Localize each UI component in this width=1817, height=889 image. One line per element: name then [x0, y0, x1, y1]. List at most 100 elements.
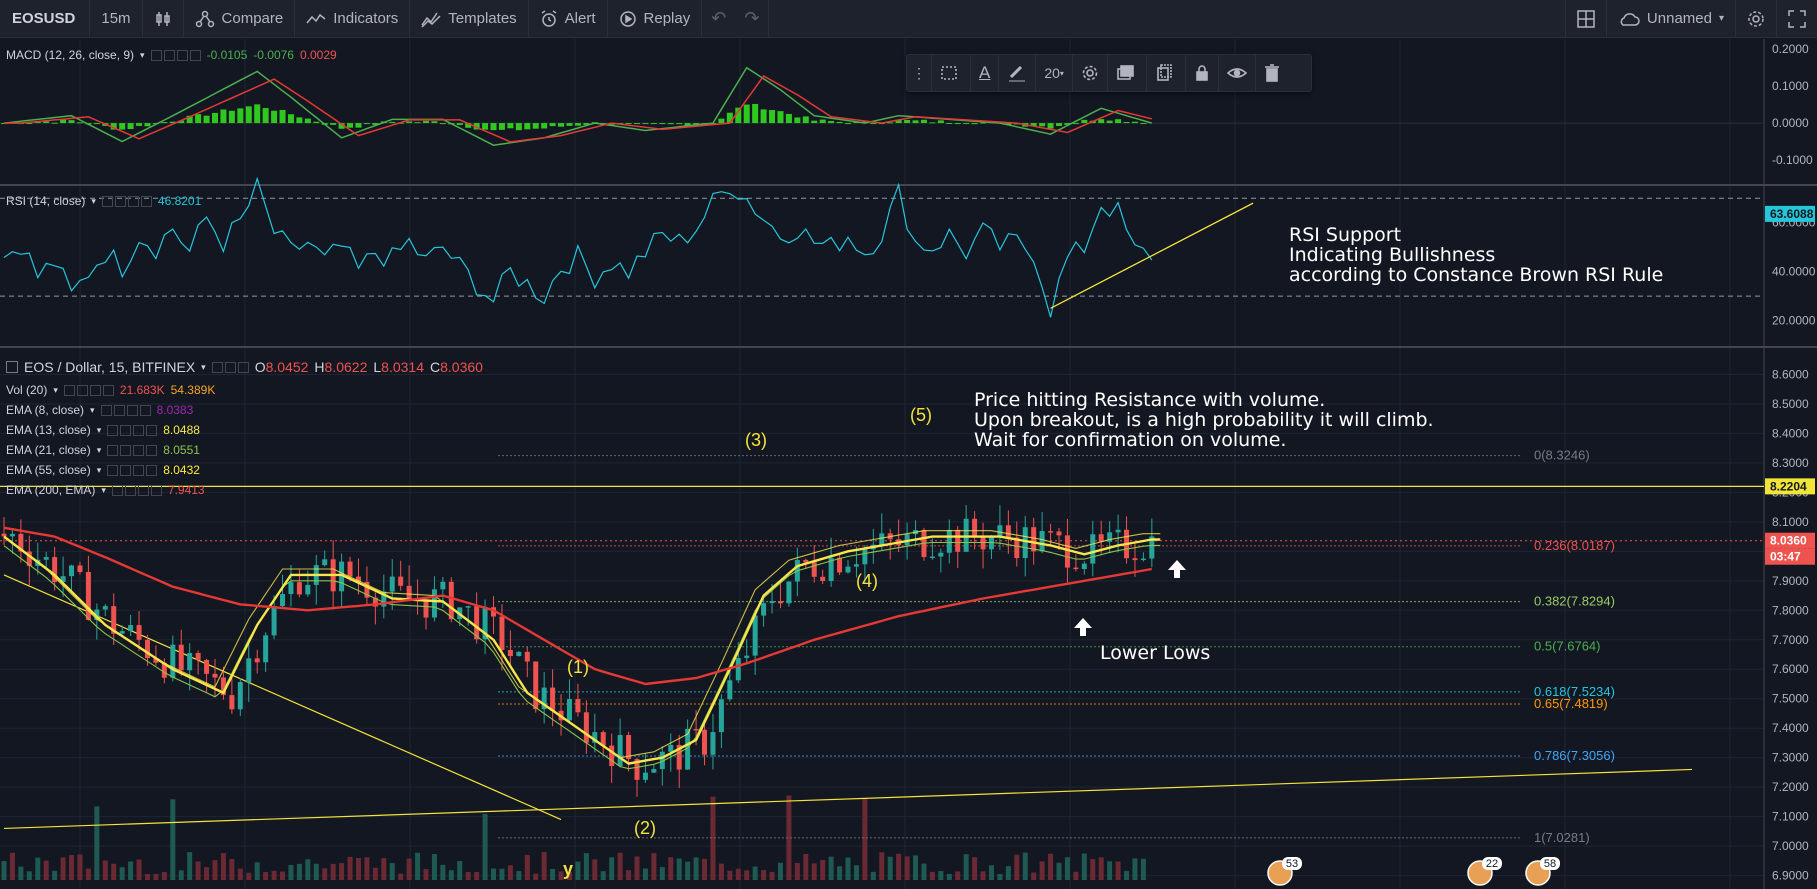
settings-button[interactable] [1735, 0, 1776, 37]
drag-handle[interactable]: ⋮ [907, 55, 932, 91]
candle-body [1073, 567, 1079, 570]
macd-axis-tick: 0.1000 [1772, 79, 1809, 93]
series-controls[interactable] [211, 361, 249, 373]
volume-bar [144, 873, 150, 880]
fullscreen-button[interactable] [1776, 0, 1817, 37]
study-legend-row[interactable]: EMA (13, close) ▾ 8.0488 [6, 420, 215, 440]
macd-histogram-bar [68, 120, 75, 124]
candle-body [516, 651, 522, 657]
volume-bar [862, 798, 868, 880]
volume-bar [271, 870, 277, 880]
layout-name-button[interactable]: Unnamed ▾ [1605, 0, 1735, 37]
macd-histogram-bar [558, 123, 565, 127]
study-label: EMA (21, close) [6, 443, 91, 457]
macd-legend[interactable]: MACD (12, 26, close, 9) ▾ -0.0105 -0.0076… [6, 48, 337, 62]
settings-button[interactable] [1073, 55, 1108, 91]
fib-level-label: 0.5(7.6764) [1534, 639, 1601, 654]
volume-bar [1132, 858, 1138, 880]
interval-button[interactable]: 15m [90, 0, 143, 37]
candle-body [524, 651, 530, 662]
candle-body [609, 745, 615, 767]
templates-label: Templates [448, 10, 517, 27]
volume-bar [1081, 853, 1087, 880]
candle-body [69, 565, 75, 577]
delete-button[interactable] [1256, 55, 1288, 91]
macd-histogram-bar [735, 107, 742, 124]
study-legend-row[interactable]: EMA (200, EMA) ▾ 7.9413 [6, 480, 215, 500]
compare-button[interactable]: Compare [184, 0, 296, 37]
font-size-button[interactable]: 20 ▾ [1036, 55, 1073, 91]
lock-button[interactable] [1186, 55, 1219, 91]
up-arrow-icon [1074, 618, 1092, 636]
text-color-button[interactable]: A [971, 55, 1000, 91]
volume-bar [1124, 870, 1130, 880]
price-axis-tick: 6.9000 [1772, 869, 1809, 883]
macd-histogram-bar [1005, 123, 1012, 126]
volume-bar [972, 857, 978, 880]
study-controls[interactable] [150, 49, 201, 61]
rsi-axis-tick: 20.0000 [1772, 314, 1816, 328]
study-legend-row[interactable]: EMA (21, close) ▾ 8.0551 [6, 440, 215, 460]
study-value: 7.9413 [167, 483, 205, 497]
alert-button[interactable]: Alert [529, 0, 608, 37]
volume-bar [693, 857, 699, 880]
rsi-legend[interactable]: RSI (14, close) ▾ 46.8201 [6, 194, 201, 208]
layout-grid-button[interactable] [1564, 0, 1606, 37]
study-legend-row[interactable]: Vol (20) ▾ 21.683K 54.389K [6, 380, 215, 400]
candle-body [26, 551, 32, 566]
study-controls[interactable] [107, 424, 158, 436]
macd-histogram-bar [34, 121, 41, 124]
macd-histogram-bar [372, 123, 379, 125]
rsi-support-trendline [1050, 202, 1254, 309]
chart-style-button[interactable] [143, 0, 184, 37]
compare-label: Compare [221, 10, 284, 27]
study-controls[interactable] [111, 484, 162, 496]
chevron-down-icon: ▾ [101, 484, 106, 495]
volume-bar [1073, 871, 1079, 880]
clone-button[interactable] [1147, 55, 1186, 91]
line-color-button[interactable] [999, 55, 1037, 91]
visibility-button[interactable] [1108, 55, 1147, 91]
volume-bar [744, 870, 750, 880]
macd-histogram-bar [963, 123, 970, 125]
study-legend-row[interactable]: EMA (8, close) ▾ 8.0383 [6, 400, 215, 420]
indicators-button[interactable]: Indicators [295, 0, 411, 37]
templates-icon [421, 12, 441, 28]
volume-bar [1, 861, 7, 880]
redo-button[interactable]: ↷ [735, 0, 770, 37]
study-controls[interactable] [101, 195, 152, 207]
macd-histogram-bar [355, 123, 362, 128]
grid-lines [0, 39, 1764, 889]
price-legend[interactable]: EOS / Dollar, 15, BITFINEX ▾ O8.0452 H8.0… [6, 359, 483, 375]
chart-area[interactable]: 0(8.3246) 0.236(8.0187) 0.382(7.8294) 0.5(7… [0, 39, 1817, 889]
alert-label: Alert [564, 10, 596, 27]
replay-icon [619, 10, 636, 27]
macd-histogram-bar [203, 115, 210, 124]
study-value: 8.0432 [163, 463, 200, 477]
candle-body [710, 732, 716, 755]
undo-button[interactable]: ↶ [702, 0, 735, 37]
study-legend-row[interactable]: EMA (55, close) ▾ 8.0432 [6, 460, 215, 480]
volume-bar [963, 854, 969, 880]
study-controls[interactable] [107, 464, 158, 476]
candle-body [651, 769, 657, 773]
macd-value-1: -0.0105 [206, 48, 248, 62]
study-controls[interactable] [100, 404, 151, 416]
candle-body [583, 712, 589, 743]
templates-button[interactable]: Templates [410, 0, 529, 37]
macd-histogram-bar [490, 123, 497, 131]
macd-histogram-bar [279, 109, 286, 124]
candle-body [364, 581, 370, 598]
symbol-search[interactable]: EOSUSD [0, 0, 91, 37]
replay-button[interactable]: Replay [608, 0, 703, 37]
chart-background [0, 39, 1817, 889]
study-controls[interactable] [107, 444, 158, 456]
macd-histogram-bar [650, 123, 657, 125]
macd-axis-tick: -0.1000 [1772, 153, 1813, 167]
candle-body [550, 687, 556, 711]
price-axis-tick: 8.6000 [1772, 367, 1809, 381]
hide-button[interactable] [1219, 55, 1256, 91]
study-controls[interactable] [63, 384, 114, 396]
template-button[interactable] [932, 55, 971, 91]
collapse-icon[interactable] [6, 361, 18, 373]
